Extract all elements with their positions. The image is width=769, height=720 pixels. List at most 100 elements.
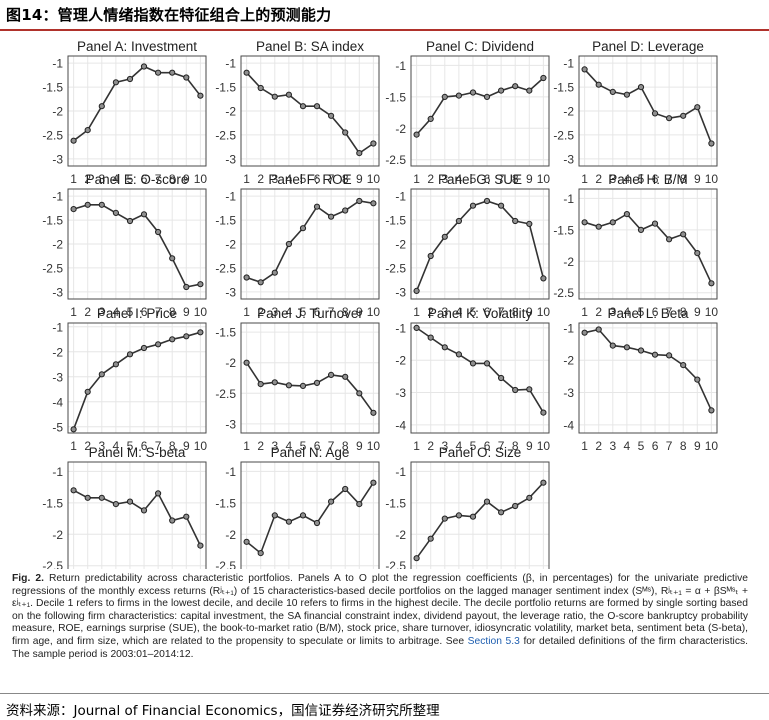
- plot-frame: [410, 461, 550, 569]
- plot-frame: [410, 322, 550, 434]
- chart-panel-4: Panel D: Leverage -1 -1.5 -2 -2.5 -3 1 2 3 4 5 6 7 8 9…: [553, 39, 718, 186]
- data-point: [455, 351, 462, 358]
- data-point: [183, 513, 190, 520]
- y-tick-label: -3: [395, 386, 406, 400]
- section-link[interactable]: Section 5.3: [467, 635, 520, 647]
- title-divider: [0, 29, 769, 31]
- x-tick-label: 9: [526, 439, 533, 453]
- y-tick-label: -1: [52, 320, 63, 334]
- y-tick-label: -3: [225, 417, 236, 431]
- data-point: [609, 88, 616, 96]
- y-tick-label: -2.5: [215, 559, 236, 569]
- panel-title: Panel A: Investment: [77, 39, 197, 54]
- data-point: [623, 344, 631, 351]
- x-tick-label: 5: [638, 305, 645, 319]
- data-point: [666, 115, 673, 122]
- data-point: [498, 509, 505, 516]
- data-point: [342, 207, 349, 214]
- y-tick-label: -3: [52, 152, 63, 166]
- x-tick-label: 2: [84, 172, 91, 186]
- panel-title: Panel D: Leverage: [592, 39, 704, 54]
- y-tick-label: -1.5: [42, 214, 63, 228]
- y-tick-label: -1: [395, 321, 406, 335]
- x-tick-label: 3: [271, 305, 278, 319]
- data-point: [708, 280, 715, 287]
- data-point: [112, 209, 120, 216]
- data-point: [441, 515, 448, 522]
- y-tick-label: -2.5: [553, 128, 574, 142]
- x-tick-label: 10: [194, 439, 208, 453]
- x-tick-label: 3: [609, 172, 616, 186]
- x-tick-label: 2: [257, 439, 264, 453]
- data-point: [183, 283, 190, 291]
- x-tick-label: 5: [127, 439, 134, 453]
- caption-label: Fig. 2.: [12, 573, 44, 584]
- y-tick-label: -2: [52, 105, 63, 119]
- y-tick-label: -1.5: [215, 214, 236, 228]
- x-tick-label: 2: [595, 439, 602, 453]
- data-point: [313, 203, 321, 210]
- x-tick-label: 6: [484, 172, 491, 186]
- x-tick-label: 10: [194, 172, 208, 186]
- x-tick-label: 6: [314, 172, 321, 186]
- data-point: [84, 388, 91, 395]
- y-tick-label: -2.5: [42, 559, 63, 569]
- data-point: [257, 550, 264, 557]
- x-tick-label: 3: [98, 439, 105, 453]
- x-tick-label: 1: [413, 439, 420, 453]
- data-point: [483, 498, 491, 505]
- series-line: [245, 362, 375, 414]
- x-tick-label: 9: [183, 305, 190, 319]
- chart-grid: Panel A: Investment-1-1.5-2-2.5-31 2 3 4 5 6 7…: [42, 39, 718, 569]
- data-point: [540, 479, 547, 486]
- y-tick-label: -1: [395, 465, 406, 479]
- y-tick-label: -3: [563, 386, 574, 400]
- data-point: [112, 501, 120, 508]
- x-tick-label: 4: [286, 305, 293, 319]
- y-tick-label: -1: [225, 190, 236, 204]
- data-point: [285, 518, 292, 525]
- data-point: [197, 92, 204, 99]
- data-point: [70, 206, 77, 213]
- x-tick-label: 1: [70, 439, 77, 453]
- data-point: [197, 542, 204, 549]
- x-tick-label: 6: [652, 439, 659, 453]
- data-point: [512, 386, 519, 394]
- x-tick-label: 3: [441, 439, 448, 453]
- panel-title: Panel C: Dividend: [426, 39, 534, 54]
- x-tick-label: 9: [356, 172, 363, 186]
- y-tick-label: -1: [395, 59, 406, 73]
- y-tick-label: -1.5: [42, 81, 63, 95]
- x-tick-label: 5: [300, 439, 307, 453]
- y-tick-label: -2.5: [385, 261, 406, 275]
- x-tick-label: 8: [342, 172, 349, 186]
- y-tick-label: -2: [225, 105, 236, 119]
- y-tick-label: -1.5: [215, 496, 236, 510]
- x-tick-label: 4: [113, 305, 120, 319]
- x-tick-label: 7: [155, 439, 162, 453]
- series-line: [73, 204, 201, 288]
- series-line: [584, 68, 713, 144]
- x-tick-label: 8: [169, 172, 176, 186]
- data-point: [328, 112, 335, 119]
- plot-frame: [240, 461, 380, 569]
- data-point: [651, 220, 659, 227]
- y-tick-label: -2: [52, 238, 63, 252]
- series-line: [416, 77, 544, 136]
- data-point: [155, 228, 162, 236]
- plot-frame: [67, 322, 207, 434]
- x-tick-label: 2: [257, 172, 264, 186]
- data-point: [498, 87, 505, 94]
- data-point: [581, 329, 588, 336]
- y-tick-label: -1: [563, 57, 574, 71]
- data-point: [498, 202, 505, 209]
- data-point: [370, 140, 377, 147]
- data-point: [708, 140, 715, 147]
- data-point: [155, 69, 162, 76]
- y-tick-label: -1: [563, 192, 574, 206]
- y-tick-label: -1: [52, 465, 63, 479]
- y-tick-label: -2: [225, 528, 236, 542]
- plot-frame: [67, 461, 207, 569]
- data-point: [413, 131, 420, 138]
